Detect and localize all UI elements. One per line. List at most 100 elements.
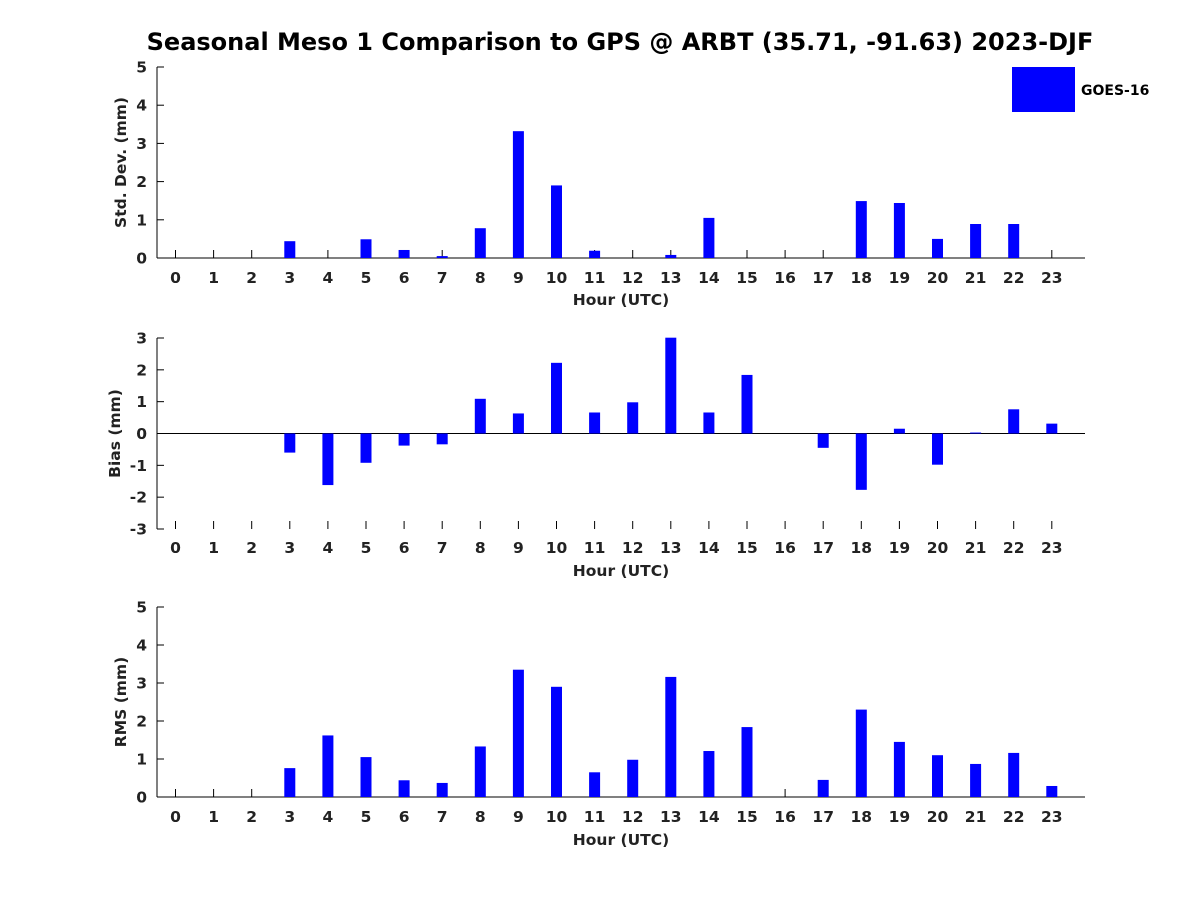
x-tick-label: 20 bbox=[927, 269, 949, 287]
bar-hour-14 bbox=[703, 751, 715, 797]
x-tick-label: 0 bbox=[170, 269, 181, 287]
y-tick-label: -2 bbox=[130, 489, 147, 507]
x-tick-label: 7 bbox=[437, 808, 448, 826]
x-tick-label: 22 bbox=[1003, 269, 1025, 287]
bar-hour-20 bbox=[932, 755, 943, 797]
y-tick-label: 3 bbox=[136, 135, 147, 153]
bar-hour-8 bbox=[474, 228, 486, 258]
x-tick-label: 8 bbox=[475, 539, 486, 557]
x-tick-label: 0 bbox=[170, 808, 181, 826]
x-tick-label: 18 bbox=[851, 539, 873, 557]
x-tick-label: 12 bbox=[622, 539, 644, 557]
x-tick-label: 21 bbox=[965, 808, 987, 826]
bar-hour-17 bbox=[817, 433, 829, 448]
bar-hour-6 bbox=[398, 433, 410, 446]
y-tick-label: 4 bbox=[136, 637, 147, 655]
y-tick-label: 2 bbox=[136, 713, 147, 731]
bar-hour-14 bbox=[703, 217, 715, 258]
bar-hour-11 bbox=[589, 772, 601, 797]
bar-hour-21 bbox=[970, 432, 982, 434]
x-tick-label: 9 bbox=[513, 808, 524, 826]
x-axis-label: Hour (UTC) bbox=[573, 291, 669, 309]
x-tick-label: 15 bbox=[736, 269, 758, 287]
bar-hour-19 bbox=[893, 741, 905, 797]
x-tick-label: 1 bbox=[208, 539, 219, 557]
x-tick-label: 3 bbox=[284, 269, 295, 287]
x-tick-label: 17 bbox=[812, 808, 834, 826]
x-tick-label: 23 bbox=[1041, 539, 1063, 557]
x-tick-label: 9 bbox=[513, 539, 524, 557]
bar-hour-10 bbox=[551, 185, 562, 258]
bar-hour-22 bbox=[1008, 224, 1020, 258]
bar-hour-9 bbox=[512, 131, 524, 258]
bar-hour-7 bbox=[436, 256, 448, 258]
x-tick-label: 14 bbox=[698, 539, 720, 557]
y-tick-label: 0 bbox=[136, 425, 147, 443]
y-tick-label: 3 bbox=[136, 330, 147, 348]
bar-hour-5 bbox=[360, 757, 372, 797]
bar-hour-5 bbox=[360, 239, 372, 258]
x-tick-label: 15 bbox=[736, 808, 758, 826]
x-axis-label: Hour (UTC) bbox=[573, 831, 669, 849]
x-tick-label: 5 bbox=[361, 269, 372, 287]
y-tick-label: 0 bbox=[136, 250, 147, 268]
y-tick-label: 1 bbox=[136, 393, 147, 411]
y-tick-label: 2 bbox=[136, 361, 147, 379]
y-tick-label: 1 bbox=[136, 751, 147, 769]
bar-hour-8 bbox=[474, 398, 486, 434]
y-tick-label: 3 bbox=[136, 675, 147, 693]
bar-hour-12 bbox=[627, 759, 639, 797]
x-tick-label: 14 bbox=[698, 808, 720, 826]
x-tick-label: 12 bbox=[622, 808, 644, 826]
y-axis-label: Bias (mm) bbox=[106, 389, 124, 478]
bar-hour-4 bbox=[322, 433, 334, 486]
bar-hour-3 bbox=[284, 768, 296, 797]
x-tick-label: 5 bbox=[361, 539, 372, 557]
x-tick-label: 10 bbox=[546, 269, 568, 287]
x-tick-label: 21 bbox=[965, 269, 987, 287]
x-tick-label: 11 bbox=[584, 269, 606, 287]
x-tick-label: 22 bbox=[1003, 808, 1025, 826]
x-tick-label: 19 bbox=[889, 269, 911, 287]
x-tick-label: 17 bbox=[812, 269, 834, 287]
bar-hour-13 bbox=[665, 254, 677, 258]
x-tick-label: 7 bbox=[437, 539, 448, 557]
bar-hour-19 bbox=[893, 202, 905, 258]
y-tick-label: 2 bbox=[136, 173, 147, 191]
bar-hour-6 bbox=[398, 780, 410, 797]
x-tick-label: 19 bbox=[889, 539, 911, 557]
y-tick-label: -1 bbox=[130, 457, 147, 475]
y-tick-label: 5 bbox=[136, 599, 147, 617]
legend-swatch bbox=[1012, 67, 1075, 112]
bar-hour-21 bbox=[970, 224, 982, 258]
y-axis-label: Std. Dev. (mm) bbox=[112, 97, 130, 228]
legend: GOES-16 bbox=[1012, 67, 1149, 112]
bar-hour-7 bbox=[436, 433, 448, 445]
bar-hour-17 bbox=[817, 779, 829, 797]
x-tick-label: 6 bbox=[399, 269, 410, 287]
x-tick-label: 4 bbox=[323, 808, 334, 826]
x-tick-label: 0 bbox=[170, 539, 181, 557]
x-tick-label: 13 bbox=[660, 808, 682, 826]
x-tick-label: 2 bbox=[246, 539, 257, 557]
bar-hour-19 bbox=[893, 428, 905, 434]
x-tick-label: 10 bbox=[546, 539, 568, 557]
x-tick-label: 17 bbox=[812, 539, 834, 557]
x-tick-label: 21 bbox=[965, 539, 987, 557]
x-tick-label: 3 bbox=[284, 808, 295, 826]
x-tick-label: 1 bbox=[208, 808, 219, 826]
x-tick-label: 13 bbox=[660, 539, 682, 557]
x-tick-label: 13 bbox=[660, 269, 682, 287]
bar-hour-11 bbox=[589, 250, 601, 258]
bar-hour-20 bbox=[932, 433, 943, 465]
x-tick-label: 23 bbox=[1041, 808, 1063, 826]
bar-hour-18 bbox=[855, 433, 867, 490]
x-tick-label: 4 bbox=[323, 539, 334, 557]
y-tick-label: 0 bbox=[136, 789, 147, 807]
x-tick-label: 16 bbox=[774, 539, 796, 557]
x-tick-label: 6 bbox=[399, 808, 410, 826]
bar-hour-23 bbox=[1046, 785, 1058, 797]
